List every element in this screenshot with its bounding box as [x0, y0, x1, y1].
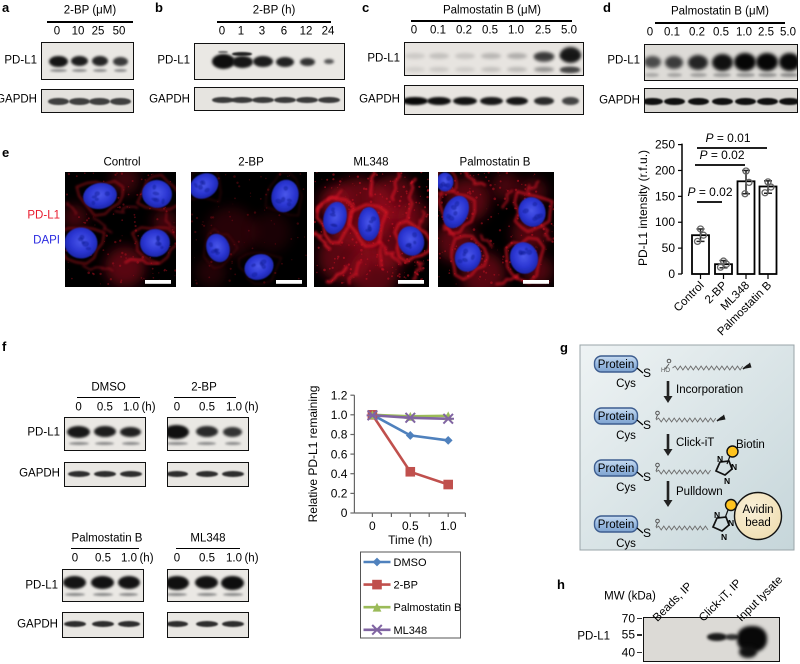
svg-text:ML348: ML348: [394, 625, 428, 637]
svg-text:Control: Control: [672, 280, 707, 315]
svg-text:S: S: [643, 470, 651, 484]
svg-text:0.2: 0.2: [331, 487, 348, 501]
svg-text:Cys: Cys: [616, 538, 636, 550]
svg-text:bead: bead: [745, 517, 771, 529]
svg-text:2-BP: 2-BP: [394, 580, 418, 592]
svg-text:50: 50: [662, 241, 676, 255]
svg-text:1.0: 1.0: [331, 408, 348, 422]
svg-text:Incorporation: Incorporation: [676, 384, 743, 396]
svg-text:100: 100: [655, 215, 675, 229]
svg-text:N: N: [731, 462, 737, 472]
svg-text:Protein: Protein: [598, 359, 634, 371]
svg-text:Click-iT: Click-iT: [676, 437, 714, 449]
svg-text:P = 0.02: P = 0.02: [687, 185, 732, 199]
svg-text:N: N: [714, 510, 720, 520]
svg-text:1.2: 1.2: [331, 388, 348, 402]
svg-text:Protein: Protein: [598, 411, 634, 423]
svg-text:Relative PD-L1 remaining: Relative PD-L1 remaining: [306, 386, 320, 523]
svg-text:N: N: [721, 532, 727, 542]
svg-text:Time (h): Time (h): [388, 533, 432, 547]
svg-text:Biotin: Biotin: [736, 439, 765, 451]
svg-text:P = 0.02: P = 0.02: [699, 148, 744, 162]
svg-text:S: S: [643, 418, 651, 432]
svg-text:250: 250: [655, 138, 675, 152]
svg-text:HO: HO: [661, 368, 670, 374]
svg-text:S: S: [643, 366, 651, 380]
svg-text:N: N: [728, 518, 734, 528]
svg-text:Cys: Cys: [616, 482, 636, 494]
svg-text:S: S: [643, 526, 651, 540]
svg-text:Protein: Protein: [598, 519, 634, 531]
svg-text:0: 0: [341, 506, 348, 520]
svg-text:Palmostatin B: Palmostatin B: [394, 602, 462, 614]
svg-text:Pulldown: Pulldown: [676, 486, 723, 498]
svg-text:Avidin: Avidin: [742, 504, 773, 516]
svg-text:Cys: Cys: [616, 378, 636, 390]
svg-text:0: 0: [668, 267, 675, 281]
svg-text:PD-L1 intensity (r.f.u.): PD-L1 intensity (r.f.u.): [636, 150, 650, 266]
svg-text:P = 0.01: P = 0.01: [705, 131, 750, 145]
svg-text:150: 150: [655, 189, 675, 203]
svg-text:0.6: 0.6: [331, 447, 348, 461]
svg-text:0.5: 0.5: [402, 519, 419, 533]
svg-text:1.0: 1.0: [440, 519, 457, 533]
svg-text:DMSO: DMSO: [394, 557, 427, 569]
svg-text:200: 200: [655, 163, 675, 177]
svg-text:0.8: 0.8: [331, 428, 348, 442]
svg-text:0: 0: [369, 519, 376, 533]
svg-text:Protein: Protein: [598, 463, 634, 475]
svg-text:Cys: Cys: [616, 430, 636, 442]
svg-text:N: N: [724, 476, 730, 486]
svg-text:0.4: 0.4: [331, 467, 348, 481]
svg-text:N: N: [717, 454, 723, 464]
